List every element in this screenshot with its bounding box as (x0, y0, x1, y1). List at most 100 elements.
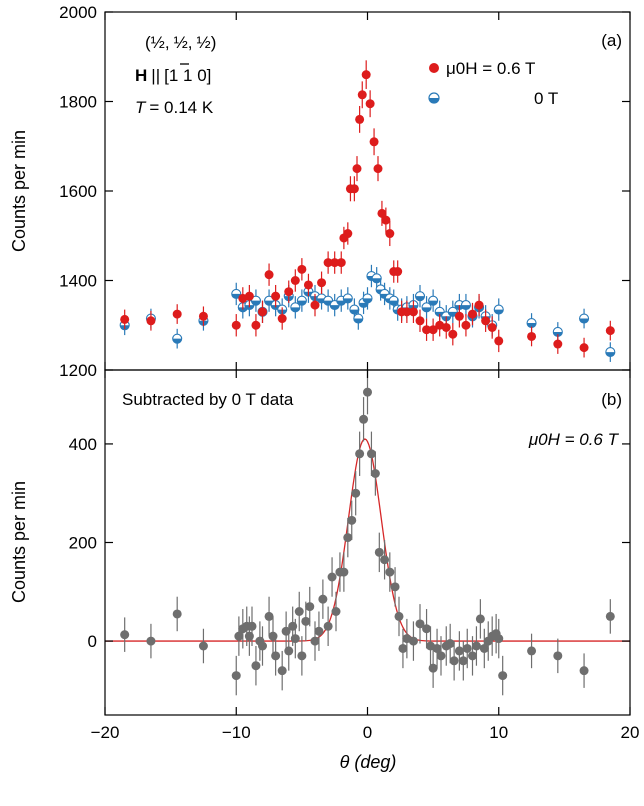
bottom-frame (104, 369, 631, 716)
data-point-difference (366, 449, 376, 459)
legend: μ0H = 0.6 T 0 T (428, 59, 558, 108)
xtick-label: −10 (222, 723, 251, 742)
data-point-difference (475, 614, 485, 624)
data-point-0T (296, 295, 307, 306)
data-point-0T (526, 317, 537, 329)
data-point-06T (277, 314, 287, 324)
bottom-panel-tag: (b) (601, 390, 622, 409)
data-point-difference (234, 631, 244, 641)
data-point-difference (527, 646, 537, 656)
data-point-06T (365, 99, 375, 109)
data-point-difference (146, 636, 156, 646)
data-point-06T (385, 229, 395, 239)
data-point-difference (284, 646, 294, 656)
data-point-06T (264, 270, 274, 280)
xtick-label: 20 (621, 723, 640, 742)
data-point-06T (258, 307, 267, 317)
data-point-06T (527, 331, 537, 341)
data-point-difference (385, 567, 395, 577)
xlabel: θ (deg) (340, 752, 397, 772)
top-panel-tag: (a) (601, 31, 622, 50)
data-point-06T (454, 311, 464, 321)
data-point-06T (198, 311, 208, 321)
data-point-0T (460, 300, 471, 311)
data-point-difference (318, 594, 328, 604)
top-ytick-label: 1400 (59, 272, 97, 291)
q-sep-2: , (188, 33, 193, 52)
data-point-difference (331, 607, 341, 616)
data-point-06T (336, 258, 346, 268)
data-point-difference (432, 643, 442, 653)
data-point-06T (361, 70, 371, 80)
data-point-06T (251, 320, 261, 330)
data-point-06T (231, 320, 241, 330)
data-point-difference (422, 624, 432, 634)
data-point-06T (461, 320, 471, 330)
q-sep-1: , (165, 33, 170, 52)
data-point-difference (436, 651, 446, 661)
data-point-06T (271, 291, 281, 301)
data-point-06T (487, 322, 497, 332)
data-point-06T (244, 291, 254, 301)
data-point-0T (371, 273, 382, 284)
data-point-difference (310, 636, 320, 646)
data-point-difference (251, 661, 261, 671)
data-point-difference (394, 611, 404, 621)
panel-bottom: 0 200 400 −20 −10 0 10 20 Counts per min θ (deg… (9, 369, 640, 772)
data-point-0T (421, 302, 432, 313)
top-info: (½, ½, ½) H || [1 1 0] T = 0.14 K (135, 33, 216, 117)
data-point-06T (349, 184, 359, 194)
data-point-difference (231, 671, 241, 681)
q-close: ) (211, 33, 217, 52)
data-point-difference (290, 634, 300, 644)
data-point-difference (398, 643, 408, 653)
data-point-06T (172, 309, 182, 319)
bottom-ytick-label: 200 (69, 534, 97, 553)
data-point-06T (393, 267, 403, 277)
h-bold: H (135, 66, 147, 85)
data-point-06T (481, 316, 491, 326)
bottom-annotation: Subtracted by 0 T data (122, 390, 294, 409)
data-point-difference (363, 387, 372, 397)
data-point-difference (370, 469, 380, 478)
data-point-difference (449, 656, 459, 666)
q-frac-1: ½ (151, 33, 165, 52)
data-point-difference (343, 533, 353, 543)
data-point-0T (428, 295, 439, 306)
data-point-06T (605, 326, 615, 336)
top-ytick-label: 1600 (59, 182, 97, 201)
data-point-difference (445, 639, 455, 649)
data-point-06T (579, 343, 589, 353)
data-point-difference (258, 641, 267, 651)
data-point-0T (414, 291, 426, 302)
data-point-0T (290, 302, 301, 313)
data-point-difference (380, 555, 390, 565)
field-direction: H || [1 1 0] (135, 66, 211, 85)
data-point-difference (305, 602, 315, 612)
data-point-difference (479, 643, 489, 653)
data-point-0T (388, 295, 399, 306)
temperature: T = 0.14 K (135, 98, 214, 117)
q-frac-2: ½ (174, 33, 188, 52)
data-point-06T (357, 90, 367, 100)
data-point-06T (415, 316, 425, 326)
xtick-label: 10 (489, 723, 508, 742)
data-point-difference (271, 651, 281, 661)
xtick-label: −20 (91, 723, 120, 742)
data-point-06T (369, 137, 379, 147)
data-point-difference (605, 611, 615, 621)
data-point-difference (458, 656, 468, 666)
data-point-06T (373, 164, 383, 174)
data-point-difference (468, 651, 477, 661)
data-point-0T (493, 304, 504, 315)
data-point-difference (408, 636, 418, 646)
data-point-difference (314, 626, 324, 636)
data-point-difference (498, 671, 508, 681)
q-frac-3: ½ (197, 33, 211, 52)
data-point-0T (250, 295, 261, 306)
top-ylabel: Counts per min (9, 130, 29, 252)
data-point-0T (579, 313, 590, 324)
data-point-difference (339, 567, 349, 577)
